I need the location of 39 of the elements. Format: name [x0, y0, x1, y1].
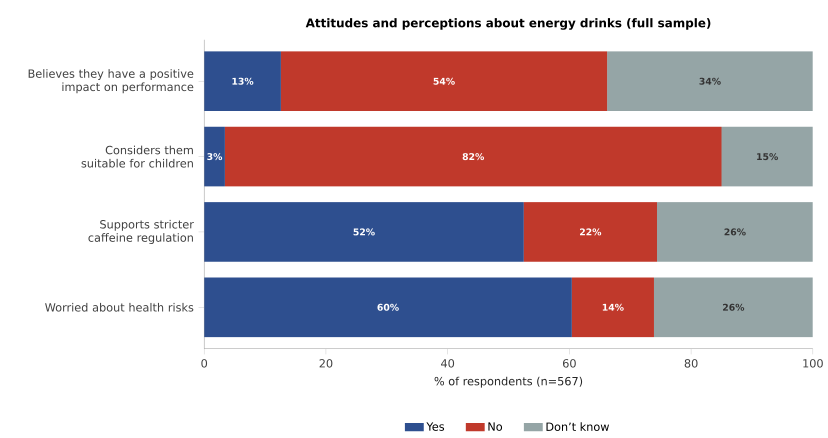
bar	[654, 277, 813, 338]
bar	[204, 202, 524, 262]
data-label: 3%	[207, 153, 222, 160]
data-label: 26%	[723, 304, 744, 311]
bar	[204, 277, 572, 338]
y-tick-label: Worried about health risks	[45, 302, 194, 312]
data-label: 52%	[354, 228, 375, 236]
x-tick-label: 80	[684, 359, 698, 368]
y-tick-label: Believes they have a positive impact on performance	[28, 69, 194, 94]
bar	[657, 202, 813, 262]
x-tick-label: 100	[803, 359, 823, 368]
data-label: 15%	[757, 153, 778, 160]
bar	[524, 202, 658, 262]
bar	[572, 277, 654, 338]
legend-label: Yes	[426, 422, 444, 431]
data-label: 22%	[580, 228, 602, 236]
bar	[280, 51, 608, 112]
data-label: 60%	[377, 304, 399, 311]
y-tick-label: Supports stricter caffeine regulation	[88, 220, 194, 244]
chart-title: Attitudes and perceptions about energy drinks (full sample)	[306, 18, 710, 30]
x-tick-label: 20	[320, 359, 332, 368]
data-label: 54%	[434, 78, 455, 85]
x-tick-label: 60	[562, 359, 576, 368]
data-label: 34%	[699, 78, 721, 85]
bar	[204, 51, 281, 112]
bar	[607, 51, 813, 112]
y-tick-label: Considers them suitable for children	[82, 146, 193, 168]
legend-label: Don’t know	[546, 422, 610, 431]
bar	[722, 126, 813, 186]
bar	[204, 126, 225, 186]
bar	[224, 126, 722, 186]
x-tick-label: 40	[441, 359, 454, 368]
x-tick-label: 0	[201, 359, 208, 368]
data-label: 13%	[232, 78, 254, 85]
data-label: 14%	[602, 304, 624, 311]
data-label: 82%	[462, 153, 484, 160]
data-label: 26%	[724, 228, 746, 236]
x-axis-title: % of respondents (n=567)	[434, 376, 582, 388]
legend-label: No	[488, 422, 502, 431]
